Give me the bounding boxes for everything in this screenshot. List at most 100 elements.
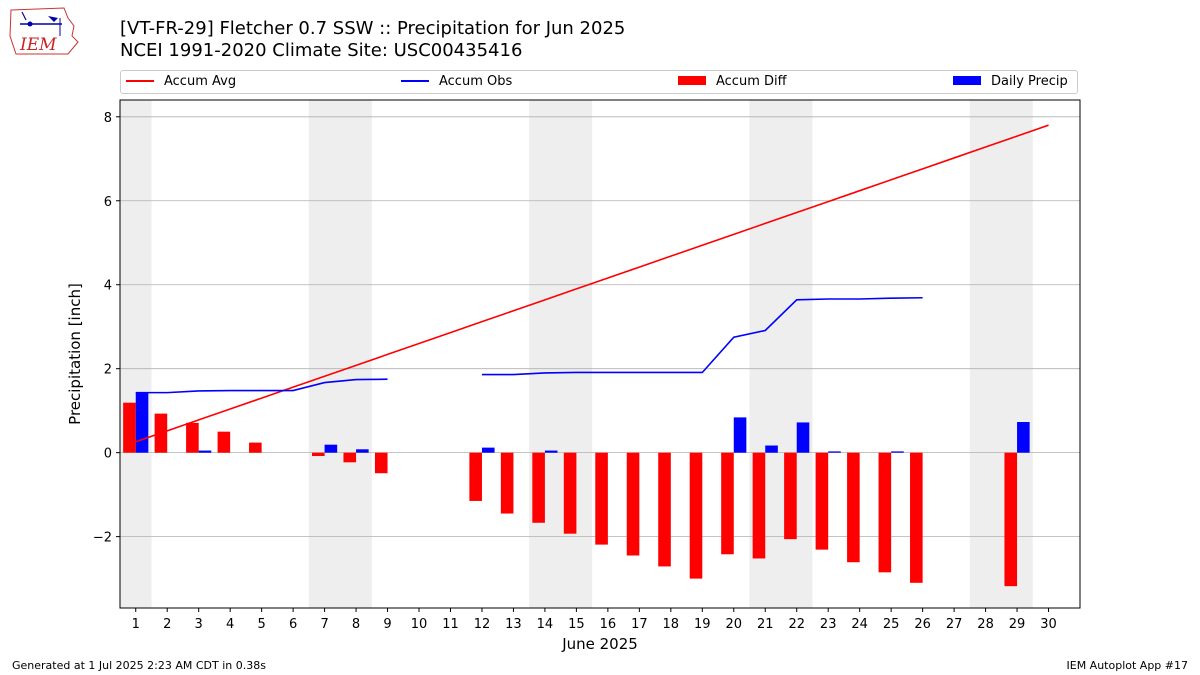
daily-bar-14	[544, 450, 558, 453]
chart-subtitle: NCEI 1991-2020 Climate Site: USC00435416	[120, 40, 523, 61]
daily-bar-3	[198, 450, 212, 453]
x-tick-label-11: 11	[442, 617, 459, 632]
daily-bar-8	[356, 449, 369, 453]
diff-bar-20	[721, 452, 734, 555]
diff-bar-4	[217, 431, 231, 453]
legend-item-accum-diff: Accum Diff	[678, 74, 787, 90]
diff-bar-7	[312, 452, 325, 457]
x-tick-label-24: 24	[851, 617, 868, 632]
y-tick-label-5: 8	[104, 111, 112, 126]
daily-bar-12	[481, 447, 495, 453]
x-tick-label-26: 26	[914, 617, 931, 632]
y-tick-label-4: 6	[104, 195, 112, 210]
chart-legend: Accum Avg Accum Obs Accum Diff Daily Pre…	[120, 70, 1078, 94]
x-axis-label: June 2025	[561, 635, 638, 653]
x-tick-label-12: 12	[474, 617, 491, 632]
diff-bar-1	[123, 402, 136, 453]
iem-logo: IEM	[9, 7, 79, 55]
daily-bar-21	[765, 445, 778, 453]
legend-label-accum-obs: Accum Obs	[439, 74, 513, 89]
diff-bar-9	[374, 452, 388, 474]
diff-bar-22	[784, 452, 797, 540]
x-tick-label-16: 16	[600, 617, 617, 632]
autoplot-footer: IEM Autoplot App #17	[1066, 659, 1189, 672]
x-tick-label-4: 4	[226, 617, 234, 632]
diff-bar-17	[626, 452, 640, 556]
daily-bar-1	[135, 392, 149, 453]
legend-label-daily-precip: Daily Precip	[991, 74, 1068, 89]
x-tick-label-1: 1	[132, 617, 140, 632]
diff-bar-24	[847, 452, 860, 563]
plot-frame	[119, 99, 1081, 609]
x-tick-label-17: 17	[631, 617, 648, 632]
x-tick-label-22: 22	[788, 617, 805, 632]
x-tick-label-30: 30	[1040, 617, 1057, 632]
diff-bar-14	[532, 452, 545, 523]
weekend-shade-4	[969, 100, 1033, 608]
x-tick-label-3: 3	[195, 617, 203, 632]
x-tick-label-18: 18	[663, 617, 680, 632]
x-tick-label-20: 20	[725, 617, 742, 632]
y-axis-label: Precipitation [inch]	[66, 283, 84, 425]
diff-bar-25	[878, 452, 892, 573]
legend-swatch-daily-precip	[953, 76, 981, 85]
chart-title: [VT-FR-29] Fletcher 0.7 SSW :: Precipita…	[120, 18, 626, 39]
x-tick-label-29: 29	[1009, 617, 1026, 632]
weekend-shade-2	[529, 100, 593, 608]
legend-swatch-accum-diff	[678, 76, 706, 85]
x-tick-label-21: 21	[757, 617, 774, 632]
diff-bar-16	[595, 452, 608, 545]
diff-bar-26	[910, 452, 923, 583]
x-tick-label-27: 27	[946, 617, 963, 632]
diff-bar-19	[689, 452, 703, 579]
x-tick-label-13: 13	[505, 617, 522, 632]
x-tick-label-6: 6	[289, 617, 297, 632]
weekend-shade-1	[308, 100, 372, 608]
accum-avg-line-0	[135, 124, 1049, 443]
x-tick-label-8: 8	[352, 617, 360, 632]
x-tick-label-9: 9	[383, 617, 391, 632]
daily-bar-29	[1017, 422, 1030, 453]
diff-bar-29	[1004, 452, 1018, 587]
x-tick-label-2: 2	[163, 617, 171, 632]
legend-item-accum-avg: Accum Avg	[126, 74, 236, 90]
legend-item-accum-obs: Accum Obs	[401, 74, 512, 90]
legend-label-accum-avg: Accum Avg	[164, 74, 237, 89]
diff-bar-21	[752, 452, 766, 559]
y-tick-label-0: −2	[93, 531, 112, 546]
accum-obs-line-0	[135, 378, 388, 394]
diff-bar-13	[500, 452, 514, 514]
diff-bar-18	[658, 452, 671, 567]
accum-obs-line-1	[481, 296, 923, 376]
y-tick-label-1: 0	[104, 447, 112, 462]
legend-swatch-accum-obs	[401, 79, 429, 82]
y-tick-label-3: 4	[104, 279, 112, 294]
y-tick-label-2: 2	[104, 363, 112, 378]
legend-label-accum-diff: Accum Diff	[716, 74, 787, 89]
x-tick-label-19: 19	[694, 617, 711, 632]
diff-bar-12	[469, 452, 482, 501]
x-tick-label-7: 7	[320, 617, 328, 632]
x-tick-label-5: 5	[257, 617, 265, 632]
legend-swatch-accum-avg	[126, 79, 154, 82]
daily-bar-22	[796, 422, 810, 453]
x-tick-label-25: 25	[883, 617, 900, 632]
weekend-shade-3	[749, 100, 813, 608]
x-tick-label-10: 10	[411, 617, 428, 632]
daily-bar-7	[324, 444, 338, 453]
daily-bar-20	[733, 417, 747, 453]
x-tick-label-23: 23	[820, 617, 837, 632]
weekend-shade-0	[120, 100, 152, 608]
diff-bar-8	[343, 452, 357, 463]
x-tick-label-28: 28	[977, 617, 994, 632]
x-tick-label-15: 15	[568, 617, 585, 632]
iem-logo-text: IEM	[19, 35, 57, 55]
diff-bar-5	[249, 442, 262, 453]
diff-bar-2	[154, 413, 168, 453]
generated-footer: Generated at 1 Jul 2025 2:23 AM CDT in 0…	[12, 659, 266, 672]
diff-bar-23	[815, 452, 829, 550]
x-tick-label-14: 14	[537, 617, 554, 632]
daily-bar-25	[891, 451, 904, 453]
legend-item-daily-precip: Daily Precip	[953, 74, 1068, 90]
